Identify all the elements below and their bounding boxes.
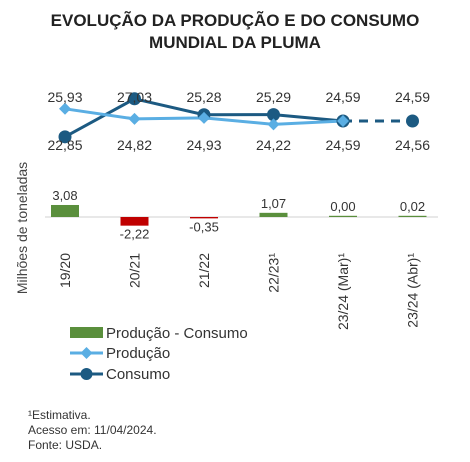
producao-point-3: [198, 111, 210, 124]
bar-label-3: -0,35: [189, 219, 219, 234]
producao-label-1: 25,93: [47, 89, 82, 105]
footnotes: ¹Estimativa. Acesso em: 11/04/2024. Font…: [28, 408, 157, 453]
legend-label-producao: Produção: [106, 345, 170, 362]
legend-swatch-diferenca: [70, 327, 103, 338]
bar-4: [259, 212, 288, 217]
title-line-1: EVOLUÇÃO DA PRODUÇÃO E DO CONSUMO: [50, 11, 420, 30]
extra-label-6: 24,56: [395, 137, 430, 153]
consumo-point-2: [128, 92, 141, 106]
consumo-point-1: [58, 130, 72, 144]
producao-label-2: 24,82: [117, 137, 152, 153]
footnote-fonte: Fonte: USDA.: [28, 438, 103, 452]
legend-label-diferenca: Produção - Consumo: [106, 325, 248, 342]
producao-label-5: 24,59: [325, 137, 360, 153]
footnote-estimativa: ¹Estimativa.: [28, 408, 91, 422]
producao-point-2: [128, 112, 141, 125]
bar-label-5: 0,00: [330, 199, 355, 214]
consumo-label-4: 25,29: [256, 89, 291, 105]
category-label-5: 23/24 (Mar)¹: [335, 253, 351, 330]
title-line-2: MUNDIAL DA PLUMA: [149, 33, 321, 52]
bar-6: [398, 215, 427, 217]
consumo-label-1: 22,85: [47, 137, 82, 153]
legend-marker-producao: [80, 347, 93, 359]
footnote-acesso: Acesso em: 11/04/2024.: [28, 423, 157, 437]
producao-point-1: [59, 102, 71, 115]
bar-label-2: -2,22: [120, 227, 150, 242]
bar-label-1: 3,08: [52, 188, 77, 203]
consumo-label-5: 24,59: [325, 89, 360, 105]
bar-1: [51, 204, 79, 217]
producao-point-4: [267, 118, 280, 131]
bar-3: [190, 217, 218, 219]
category-label-1: 19/20: [57, 253, 73, 288]
category-label-3: 21/22: [196, 253, 212, 288]
producao-point-5: [337, 115, 349, 127]
bar-label-4: 1,07: [261, 196, 286, 211]
producao-label-4: 24,22: [256, 137, 291, 153]
producao-label-3: 24,93: [186, 137, 221, 153]
consumo-label-2: 27,03: [117, 89, 152, 105]
consumo-point-6: [406, 114, 419, 128]
consumo-label-3: 25,28: [186, 89, 221, 105]
category-label-4: 22/23¹: [266, 253, 282, 293]
consumo-label-6: 24,59: [395, 89, 430, 105]
bar-5: [329, 215, 357, 217]
category-label-6: 23/24 (Abr)¹: [405, 253, 421, 328]
legend-label-consumo: Consumo: [106, 366, 170, 383]
y-axis-label: Milhões de toneladas: [14, 162, 30, 294]
chart-title: EVOLUÇÃO DA PRODUÇÃO E DO CONSUMO MUNDIA…: [0, 10, 470, 54]
consumo-point-4: [267, 108, 280, 122]
bar-label-6: 0,02: [400, 199, 425, 214]
bar-2: [120, 217, 149, 226]
legend-marker-consumo: [80, 368, 93, 380]
category-label-2: 20/21: [127, 253, 143, 288]
